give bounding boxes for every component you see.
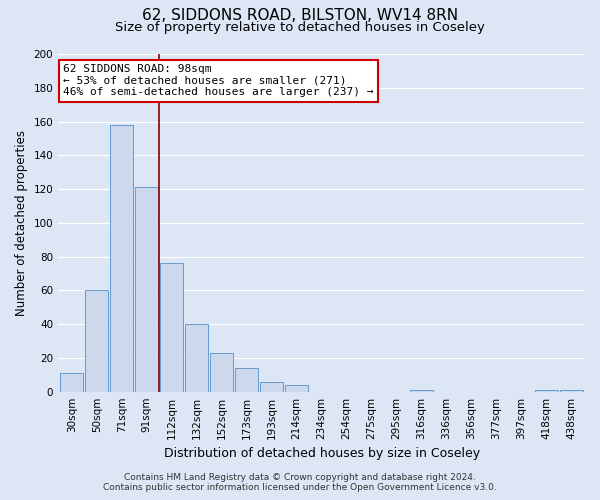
Bar [410,390,433,392]
Bar [61,373,83,392]
Bar [285,385,308,392]
Bar [535,390,558,392]
Bar [185,324,208,392]
Bar [160,264,183,392]
Bar [260,382,283,392]
Bar [136,188,158,392]
Bar [235,368,258,392]
Text: Contains HM Land Registry data © Crown copyright and database right 2024.
Contai: Contains HM Land Registry data © Crown c… [103,473,497,492]
Bar [560,390,583,392]
Text: Size of property relative to detached houses in Coseley: Size of property relative to detached ho… [115,21,485,34]
Bar [85,290,109,392]
Text: 62 SIDDONS ROAD: 98sqm
← 53% of detached houses are smaller (271)
46% of semi-de: 62 SIDDONS ROAD: 98sqm ← 53% of detached… [64,64,374,98]
Bar [210,353,233,392]
Bar [110,125,133,392]
Y-axis label: Number of detached properties: Number of detached properties [15,130,28,316]
Text: 62, SIDDONS ROAD, BILSTON, WV14 8RN: 62, SIDDONS ROAD, BILSTON, WV14 8RN [142,8,458,22]
X-axis label: Distribution of detached houses by size in Coseley: Distribution of detached houses by size … [164,447,479,460]
